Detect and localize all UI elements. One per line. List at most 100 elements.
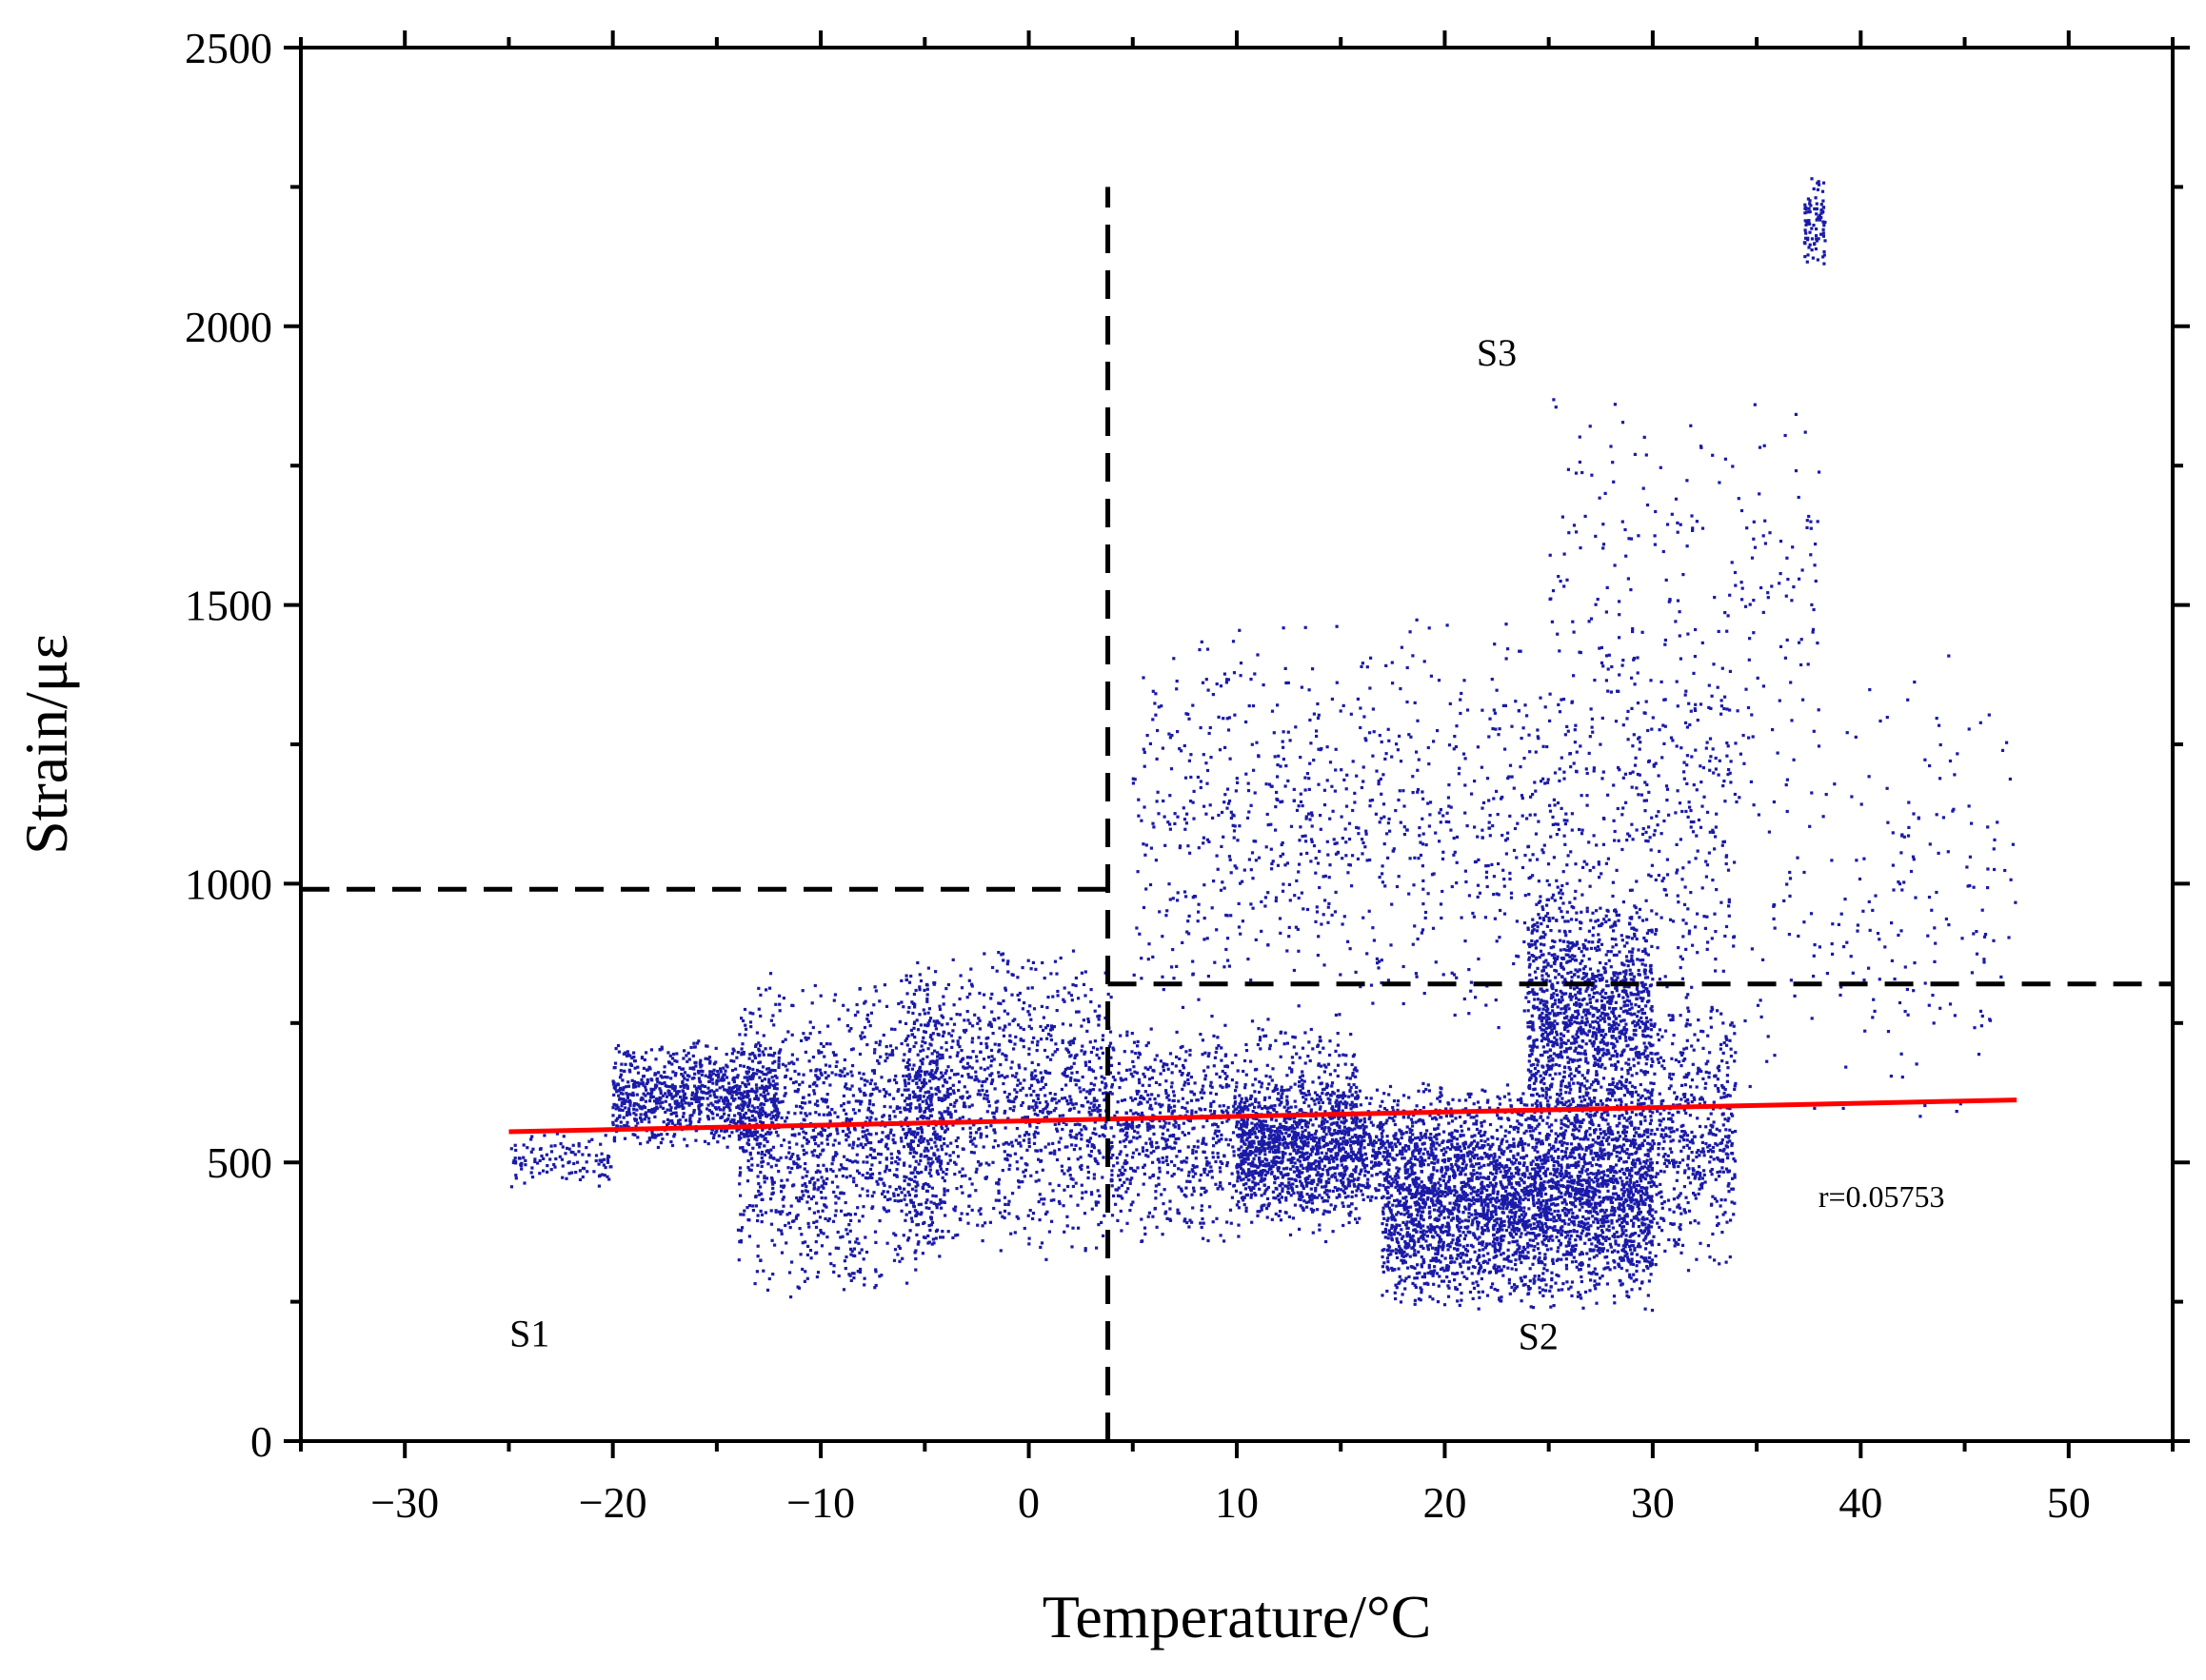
data-point <box>1185 1220 1189 1225</box>
data-point <box>643 1113 646 1117</box>
data-point <box>725 1053 728 1057</box>
data-point <box>599 1142 603 1146</box>
data-point <box>869 1116 873 1119</box>
data-point <box>997 1075 1001 1078</box>
data-point <box>791 1081 796 1085</box>
data-point <box>969 1131 973 1135</box>
data-point <box>1070 998 1074 1002</box>
data-point <box>771 1182 775 1186</box>
data-point <box>1355 1069 1359 1073</box>
data-point <box>708 1094 712 1097</box>
data-point <box>876 1058 880 1063</box>
data-point <box>850 1249 854 1253</box>
data-point <box>757 1054 761 1057</box>
data-point <box>793 1089 797 1093</box>
data-point <box>861 1215 865 1218</box>
data-point <box>1128 1178 1132 1182</box>
data-point <box>1069 1101 1073 1105</box>
data-point <box>851 1108 856 1112</box>
data-point <box>659 1091 663 1096</box>
data-point <box>1116 1122 1120 1126</box>
data-point <box>592 1170 596 1174</box>
data-point <box>760 1220 764 1224</box>
data-point <box>1235 1107 1239 1111</box>
data-point <box>712 1072 716 1076</box>
data-point <box>1262 1183 1266 1187</box>
data-point <box>1048 1028 1053 1032</box>
data-point <box>934 1144 938 1148</box>
data-point <box>943 1097 946 1101</box>
data-point <box>654 1057 658 1061</box>
data-point <box>858 1194 862 1197</box>
data-point <box>1154 1080 1159 1084</box>
data-point <box>931 1132 936 1136</box>
data-point <box>1285 1102 1289 1106</box>
data-point <box>979 1117 983 1121</box>
data-point <box>882 1114 885 1117</box>
data-point <box>766 1085 770 1089</box>
data-point <box>924 1146 927 1150</box>
data-point <box>612 1085 616 1090</box>
data-point <box>922 1183 925 1187</box>
data-point <box>1018 1066 1022 1070</box>
data-point <box>1127 1122 1131 1126</box>
data-point <box>789 1077 793 1081</box>
data-point <box>1140 1239 1143 1243</box>
data-point <box>554 1156 558 1161</box>
data-point <box>1174 1121 1178 1125</box>
data-point <box>1375 1088 1380 1092</box>
data-point <box>874 1117 878 1121</box>
data-point <box>1082 1018 1085 1022</box>
data-point <box>918 1094 922 1097</box>
data-point <box>567 1160 571 1164</box>
data-point <box>679 1095 683 1099</box>
data-point <box>976 1021 980 1025</box>
data-point <box>893 1248 898 1252</box>
data-point <box>958 1045 962 1049</box>
data-point <box>1072 1148 1076 1152</box>
data-point <box>794 1161 798 1165</box>
data-point <box>731 1086 736 1090</box>
data-point <box>981 1088 984 1092</box>
data-point <box>921 1039 924 1043</box>
data-point <box>1290 1070 1294 1074</box>
data-point <box>1189 1076 1193 1079</box>
data-point <box>861 1031 865 1035</box>
data-point <box>919 1140 923 1144</box>
data-point <box>970 984 974 988</box>
data-point <box>717 1098 721 1103</box>
data-point <box>686 1086 689 1090</box>
data-point <box>1131 1112 1135 1116</box>
data-point <box>1174 1136 1178 1141</box>
data-point <box>1069 1136 1073 1139</box>
data-point <box>1164 1143 1168 1147</box>
data-point <box>925 997 929 1001</box>
data-point <box>1110 1214 1115 1217</box>
data-point <box>925 987 929 991</box>
data-point <box>743 1113 746 1117</box>
data-point <box>1301 1134 1304 1137</box>
data-point <box>761 1050 765 1054</box>
data-point <box>1357 1187 1361 1191</box>
data-point <box>911 1001 915 1005</box>
data-point <box>529 1150 533 1154</box>
data-point <box>674 1072 678 1076</box>
data-point <box>514 1161 518 1165</box>
data-point <box>916 1085 920 1089</box>
data-point <box>844 1267 847 1271</box>
data-point <box>737 1097 741 1100</box>
data-point <box>1251 1170 1255 1174</box>
data-point <box>1187 1132 1191 1136</box>
data-point <box>1061 1072 1064 1076</box>
data-point <box>1116 1218 1120 1222</box>
data-point <box>1322 1070 1326 1074</box>
data-point <box>1067 1050 1071 1054</box>
data-point <box>1050 1097 1054 1100</box>
data-point <box>920 1081 924 1085</box>
data-point <box>934 1203 939 1207</box>
data-point <box>716 1069 720 1074</box>
data-point <box>951 1039 955 1043</box>
data-point <box>1045 1056 1049 1059</box>
data-point <box>930 1108 934 1112</box>
